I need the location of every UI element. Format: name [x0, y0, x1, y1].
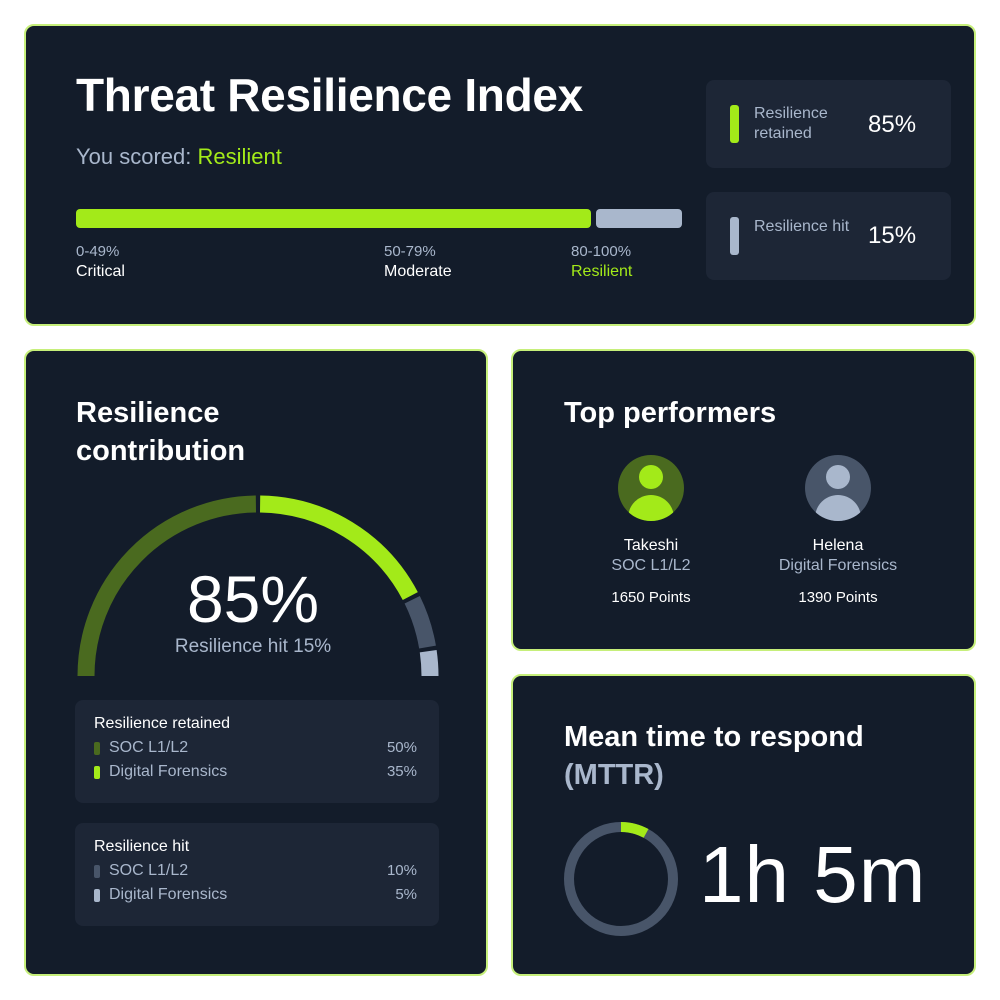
legend-row-value: 50%	[386, 739, 417, 756]
range-critical-percent: 0-49%	[76, 243, 120, 260]
range-resilient: 80-100% Resilient	[571, 243, 632, 281]
score-progress-remainder	[596, 209, 682, 228]
legend-row-name: SOC L1/L2	[109, 862, 189, 879]
legend-row: Digital Forensics 35%	[94, 763, 417, 783]
threat-resilience-index-card: Threat Resilience Index You scored: Resi…	[24, 24, 976, 326]
performer-points: 1650 Points	[611, 589, 691, 606]
mttr-value: 1h 5m	[699, 830, 927, 919]
range-resilient-percent: 80-100%	[571, 243, 632, 260]
legend-row-name: SOC L1/L2	[109, 739, 189, 756]
score-value: Resilient	[197, 144, 282, 169]
mttr-title-abbr: (MTTR)	[564, 759, 664, 791]
stat-hit-value: 15%	[868, 222, 917, 249]
mttr-title: Mean time to respond (MTTR)	[564, 718, 864, 794]
performer-name: Takeshi	[623, 537, 679, 554]
range-moderate-label: Moderate	[384, 263, 452, 280]
retained-color-marker	[730, 105, 739, 143]
stat-hit-label: Resilience hit	[754, 218, 850, 235]
performers-title: Top performers	[564, 397, 777, 429]
stat-retained-value: 85%	[868, 111, 917, 138]
mttr-ring-track	[564, 822, 678, 936]
stat-resilience-hit: Resilience hit 15%	[706, 192, 951, 280]
legend-row: SOC L1/L2 10%	[94, 862, 417, 882]
user-avatar-icon	[805, 455, 871, 521]
legend-retained: Resilience retained SOC L1/L2 50% Digita…	[75, 700, 439, 803]
legend-retained-title: Resilience retained	[94, 715, 231, 732]
avatar-head	[639, 465, 663, 489]
gauge-center-value: 85%	[186, 562, 320, 636]
legend-hit-title: Resilience hit	[94, 838, 190, 855]
contribution-title: Resilience contribution	[76, 394, 245, 470]
legend-row-value: 35%	[386, 763, 417, 780]
gauge-segment-3	[404, 596, 436, 649]
avatar-head	[826, 465, 850, 489]
score-line: You scored: Resilient	[76, 144, 282, 170]
performer-card-helena[interactable]: Helena Digital Forensics 1390 Points	[753, 455, 923, 606]
legend-row-name: Digital Forensics	[109, 763, 228, 780]
resilience-gauge	[77, 495, 439, 677]
user-avatar-icon	[618, 455, 684, 521]
mttr-ring-progress	[620, 822, 649, 838]
range-critical-label: Critical	[76, 263, 125, 280]
stat-retained-label: Resilience retained	[754, 105, 828, 142]
legend-hit: Resilience hit SOC L1/L2 10% Digital For…	[75, 823, 439, 926]
score-progress-fill	[76, 209, 591, 228]
mttr-progress-ring	[564, 822, 678, 936]
hit-color-marker	[730, 217, 739, 255]
legend-row: Digital Forensics 5%	[94, 886, 417, 906]
range-critical: 0-49% Critical	[76, 243, 125, 281]
contribution-title-line1: Resilience	[76, 397, 220, 429]
contribution-title-line2: contribution	[76, 435, 246, 467]
gauge-segment-4	[419, 649, 439, 677]
legend-swatch	[94, 889, 100, 902]
page-title: Threat Resilience Index	[76, 69, 583, 121]
legend-swatch	[94, 766, 100, 779]
legend-swatch	[94, 865, 100, 878]
range-moderate-percent: 50-79%	[384, 243, 436, 260]
stat-resilience-retained: Resilience retained 85%	[706, 80, 951, 168]
gauge-segment-2	[259, 495, 418, 601]
score-prefix: You scored:	[76, 144, 198, 169]
performer-role: SOC L1/L2	[611, 557, 691, 574]
range-resilient-label: Resilient	[571, 263, 633, 280]
legend-row: SOC L1/L2 50%	[94, 739, 417, 759]
legend-row-name: Digital Forensics	[109, 886, 228, 903]
avatar-body	[628, 495, 674, 521]
mttr-title-line1: Mean time to respond	[564, 721, 864, 753]
performer-card-takeshi[interactable]: Takeshi SOC L1/L2 1650 Points	[566, 455, 736, 606]
performer-role: Digital Forensics	[778, 557, 898, 574]
performer-points: 1390 Points	[798, 589, 878, 606]
legend-swatch	[94, 742, 100, 755]
mttr-card: Mean time to respond (MTTR) 1h 5m	[511, 674, 976, 976]
avatar-body	[815, 495, 861, 521]
gauge-segment-1	[77, 495, 257, 677]
top-performers-card: Top performers Takeshi SOC L1/L2 1650 Po…	[511, 349, 976, 651]
resilience-contribution-card: Resilience contribution 85% Resilience h…	[24, 349, 488, 976]
range-moderate: 50-79% Moderate	[384, 243, 452, 281]
legend-row-value: 5%	[395, 886, 417, 903]
performer-name: Helena	[812, 537, 864, 554]
gauge-center-subtitle: Resilience hit 15%	[174, 636, 332, 657]
legend-row-value: 10%	[386, 862, 417, 879]
